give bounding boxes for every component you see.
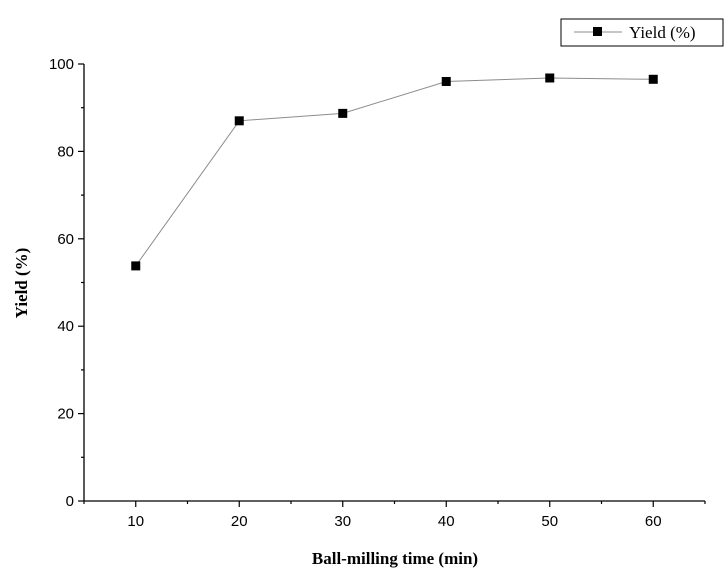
yield-series-line: [135, 77, 654, 267]
legend-marker-swatch: [593, 27, 602, 36]
x-axis-title: Ball-milling time (min): [312, 549, 478, 568]
y-tick-label: 100: [49, 56, 74, 73]
legend-label: Yield (%): [629, 23, 696, 42]
legend: Yield (%): [560, 18, 724, 47]
data-point-marker: [338, 108, 348, 118]
x-tick-label: 40: [438, 513, 455, 530]
yield-series-points: [131, 73, 658, 271]
data-point-marker: [234, 116, 244, 126]
y-tick-label: 40: [57, 318, 74, 335]
y-axis-title: Yield (%): [12, 248, 31, 319]
x-tick-label: 60: [645, 513, 662, 530]
x-tick-label: 30: [334, 513, 351, 530]
data-point-marker: [441, 76, 451, 86]
data-point-marker: [545, 73, 555, 83]
x-tick-label: 10: [127, 513, 144, 530]
y-tick-label: 80: [57, 143, 74, 160]
y-tick-label: 20: [57, 406, 74, 423]
data-point-marker: [648, 74, 658, 84]
y-tick-label: 0: [66, 493, 74, 510]
x-axis-ticks: 10 20 30 40 50 60: [83, 501, 706, 530]
data-point-marker: [131, 261, 141, 271]
x-tick-label: 50: [541, 513, 558, 530]
y-axis-ticks: 0 20 40 60 80 100: [49, 56, 84, 510]
y-tick-label: 60: [57, 231, 74, 248]
x-tick-label: 20: [231, 513, 248, 530]
